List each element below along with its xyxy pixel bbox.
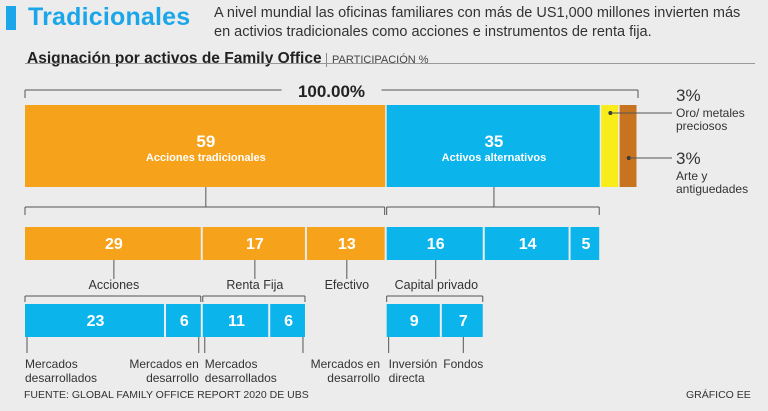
top-bar-value-0: 59 bbox=[196, 132, 215, 151]
low-label-2: Mercados desarrollados bbox=[205, 357, 277, 385]
gold-label: Oro/ metales preciosos bbox=[676, 106, 745, 133]
mid-bar-value-5: 5 bbox=[581, 236, 590, 253]
low-label-4: Inversión directa bbox=[389, 357, 438, 385]
low-bar-5 bbox=[441, 304, 483, 337]
top-bar-label-0: Acciones tradicionales bbox=[146, 152, 266, 164]
mid-bar-value-0: 29 bbox=[105, 236, 123, 253]
top-bar-2 bbox=[601, 105, 619, 187]
mid-bar-3 bbox=[386, 227, 483, 260]
low-bar-0 bbox=[25, 304, 164, 337]
mid-bar-value-4: 14 bbox=[519, 236, 537, 253]
acciones-label: Acciones bbox=[89, 278, 140, 292]
mid-bar-2 bbox=[306, 227, 385, 260]
low-bar-value-2: 11 bbox=[228, 313, 245, 330]
source-note: FUENTE: GLOBAL FAMILY OFFICE REPORT 2020… bbox=[24, 389, 309, 401]
low-label-5: Fondos bbox=[443, 357, 483, 371]
total-label: 100.00% bbox=[298, 82, 365, 101]
low-bar-2 bbox=[202, 304, 269, 337]
top-bar-value-1: 35 bbox=[484, 132, 503, 151]
low-bar-3 bbox=[270, 304, 305, 337]
low-bar-value-5: 7 bbox=[459, 313, 468, 330]
capital-label: Capital privado bbox=[395, 278, 478, 292]
low-label-0: Mercados desarrollados bbox=[25, 357, 97, 385]
low-label-1: Mercados en desarrollo bbox=[129, 357, 199, 385]
low-bar-value-4: 9 bbox=[410, 313, 419, 330]
title-rule bbox=[25, 63, 755, 64]
total-label-bg bbox=[281, 80, 382, 100]
art-value: 3% bbox=[676, 149, 701, 168]
low-label-3: Mercados en desarrollo bbox=[311, 357, 381, 385]
low-bar-value-1: 6 bbox=[180, 313, 189, 330]
low-bar-value-0: 23 bbox=[87, 313, 105, 330]
art-label: Arte y antiguedades bbox=[676, 169, 748, 196]
efectivo-label: Efectivo bbox=[325, 278, 370, 292]
gold-value: 3% bbox=[676, 86, 701, 105]
top-bar-1 bbox=[386, 105, 600, 187]
top-bar-0 bbox=[25, 105, 386, 187]
intro-text: A nivel mundial las oficinas familiares … bbox=[214, 5, 741, 40]
mid-bar-value-2: 13 bbox=[338, 236, 356, 253]
mid-bar-0 bbox=[25, 227, 201, 260]
chart-title: Asignación por activos de Family Office bbox=[27, 50, 322, 67]
mid-bar-5 bbox=[570, 227, 600, 260]
mid-bar-1 bbox=[202, 227, 305, 260]
top-bar-label-1: Activos alternativos bbox=[442, 152, 547, 164]
low-bar-4 bbox=[386, 304, 440, 337]
renta-fija-label: Renta Fija bbox=[226, 278, 283, 292]
mid-bar-value-3: 16 bbox=[427, 236, 445, 253]
low-bar-1 bbox=[165, 304, 201, 337]
title-accent-bar bbox=[6, 6, 16, 30]
graphic-credit: GRÁFICO EE bbox=[686, 389, 751, 401]
page-title: Tradicionales bbox=[28, 3, 191, 31]
top-bar-3 bbox=[619, 105, 637, 187]
low-bar-value-3: 6 bbox=[284, 313, 293, 330]
mid-bar-4 bbox=[484, 227, 569, 260]
mid-bar-value-1: 17 bbox=[246, 236, 264, 253]
